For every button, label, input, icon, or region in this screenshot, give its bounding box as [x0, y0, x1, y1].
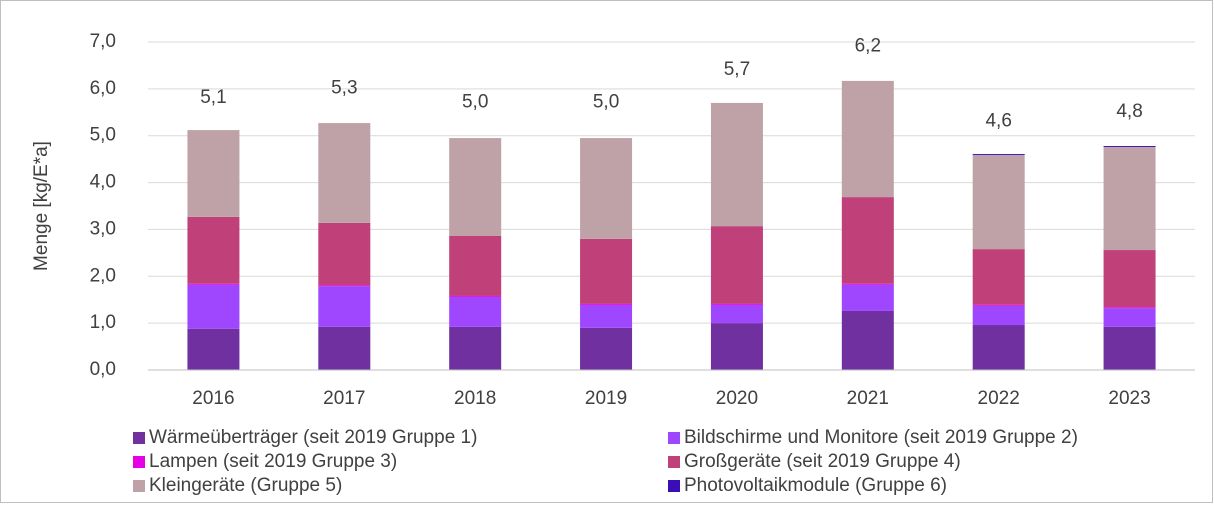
bar-segment [449, 235, 502, 296]
legend-swatch [668, 456, 680, 468]
bar-segment [710, 304, 763, 324]
bar-segment [972, 249, 1025, 305]
bar-segment [580, 138, 633, 239]
legend-label: Kleingeräte (Gruppe 5) [149, 475, 342, 496]
bar-segment [449, 326, 502, 370]
x-tick-label: 2021 [847, 388, 889, 409]
x-tick-label: 2023 [1108, 388, 1150, 409]
legend-swatch [668, 480, 680, 492]
bar-segment [710, 323, 763, 370]
x-tick-label: 2017 [323, 388, 365, 409]
bar-segment [972, 304, 1025, 306]
bar-segment [318, 123, 371, 223]
bar-segment [318, 286, 371, 327]
total-label: 5,1 [200, 87, 226, 108]
legend-label: Wärmeüberträger (seit 2019 Gruppe 1) [149, 427, 477, 448]
y-tick-label: 1,0 [90, 312, 116, 333]
total-label: 5,0 [593, 92, 619, 113]
bar-segment [1103, 146, 1156, 147]
x-tick-label: 2016 [192, 388, 234, 409]
x-tick-label: 2022 [978, 388, 1020, 409]
bar-segment [187, 283, 240, 285]
total-label: 5,3 [331, 78, 357, 99]
legend-label: Bildschirme und Monitore (seit 2019 Grup… [684, 427, 1078, 448]
bar-segment [449, 296, 502, 327]
y-tick-label: 3,0 [90, 218, 116, 239]
bar-segment [1103, 146, 1156, 251]
bar-segment [449, 138, 502, 236]
legend-label: Photovoltaikmodule (Gruppe 6) [684, 475, 947, 496]
bar-segment [710, 226, 763, 304]
y-tick-label: 5,0 [90, 125, 116, 146]
bar-segment [187, 328, 240, 370]
y-tick-label: 7,0 [90, 31, 116, 52]
bar-segment [580, 327, 633, 370]
legend-swatch [133, 456, 145, 468]
x-tick-label: 2020 [716, 388, 758, 409]
bar-segment [972, 305, 1025, 326]
bar-segment [841, 310, 894, 370]
total-label: 5,0 [462, 92, 488, 113]
bar-segment [187, 130, 240, 217]
bar-segment [318, 222, 371, 286]
bar-segment [580, 304, 633, 328]
bar-segment [1103, 308, 1156, 327]
bar-segment [187, 284, 240, 329]
total-label: 4,8 [1116, 101, 1142, 122]
total-label: 4,6 [985, 110, 1011, 131]
y-tick-label: 6,0 [90, 78, 116, 99]
total-label: 5,7 [724, 59, 750, 80]
bar-segment [580, 238, 633, 304]
x-tick-label: 2019 [585, 388, 627, 409]
bar-segment [841, 284, 894, 311]
legend-label: Lampen (seit 2019 Gruppe 3) [149, 451, 397, 472]
bar-segment [841, 283, 894, 285]
legend-swatch [668, 432, 680, 444]
bar-segment [972, 325, 1025, 370]
bar-segment [710, 303, 763, 305]
bar-segment [318, 285, 371, 287]
bar-segment [187, 216, 240, 284]
y-tick-label: 0,0 [90, 359, 116, 380]
bar-segment [449, 295, 502, 297]
y-tick-label: 2,0 [90, 265, 116, 286]
x-tick-label: 2018 [454, 388, 496, 409]
legend-swatch [133, 480, 145, 492]
y-tick-label: 4,0 [90, 172, 116, 193]
bar-segment [1103, 307, 1156, 309]
bar-segment [972, 153, 1025, 155]
bar-segment [318, 326, 371, 370]
bar-segment [1103, 250, 1156, 308]
y-axis-label: Menge [kg/E*a] [31, 141, 52, 271]
bar-segment [972, 154, 1025, 250]
bar-segment [580, 303, 633, 305]
bar-segment [710, 102, 763, 227]
bar-segment [1103, 326, 1156, 370]
total-label: 6,2 [855, 36, 881, 57]
bar-segment [841, 197, 894, 284]
legend-swatch [133, 432, 145, 444]
legend-label: Großgeräte (seit 2019 Gruppe 4) [684, 451, 961, 472]
bar-segment [841, 80, 894, 198]
